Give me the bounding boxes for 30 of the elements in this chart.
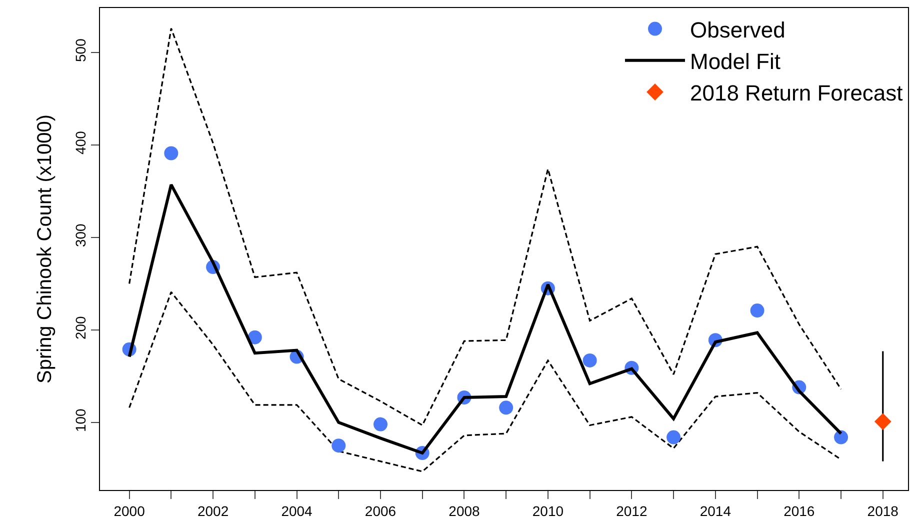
x-tick-label: 2018	[867, 502, 899, 519]
y-tick-label: 100	[72, 408, 88, 432]
point	[834, 430, 848, 444]
point	[164, 146, 178, 160]
point	[750, 304, 764, 318]
legend-label: 2018 Return Forecast	[690, 80, 903, 106]
x-tick-label: 2004	[281, 502, 313, 519]
y-axis-title: Spring Chinook Count (x1000)	[34, 114, 56, 384]
point	[499, 400, 514, 415]
point	[666, 430, 681, 444]
x-tick-label: 2012	[616, 502, 648, 519]
x-tick-label: 2014	[700, 502, 732, 519]
legend-label: Model Fit	[690, 48, 780, 74]
legend-label: Observed	[690, 17, 786, 42]
point	[582, 353, 597, 368]
x-tick-label: 2008	[448, 502, 480, 519]
x-tick-label: 2010	[532, 502, 564, 519]
x-tick-label: 2006	[364, 502, 396, 519]
point	[332, 438, 346, 453]
y-tick-label: 200	[72, 316, 88, 340]
x-tick-label: 2016	[784, 502, 815, 519]
x-tick-label: 2002	[197, 502, 229, 519]
point	[374, 417, 388, 432]
y-tick-label: 500	[72, 38, 88, 62]
y-tick-label: 400	[72, 130, 88, 154]
point	[248, 330, 262, 344]
point	[874, 413, 892, 430]
x-tick-label: 2000	[114, 502, 146, 519]
y-tick-label: 300	[72, 223, 88, 248]
line-series	[128, 291, 842, 472]
